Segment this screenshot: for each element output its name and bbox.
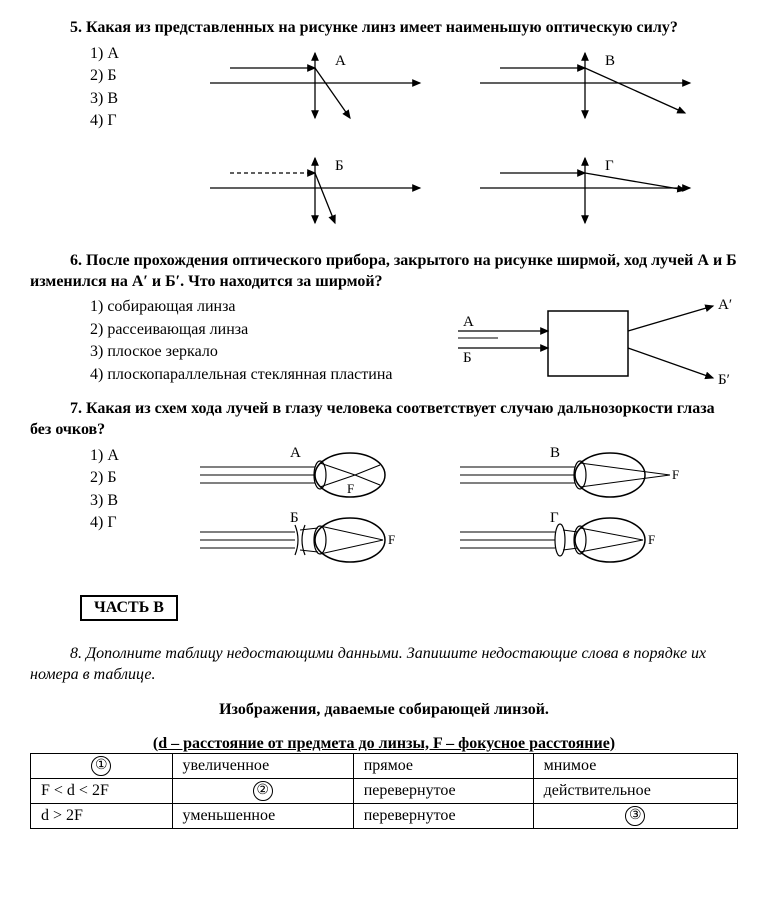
q7-answer-3: 3) В: [90, 490, 190, 512]
q6-text: 6. После прохождения оптического прибора…: [30, 251, 738, 293]
cell: прямое: [353, 753, 533, 778]
table-row: d > 2F уменьшенное перевернутое ③: [31, 803, 738, 828]
label-V7: В: [550, 445, 560, 461]
q5-diagrams: А В Б: [190, 43, 738, 243]
question-6: 6. После прохождения оптического прибора…: [30, 251, 738, 392]
cell: перевернутое: [353, 803, 533, 828]
label-Bp: Б′: [718, 372, 730, 388]
q7-diagrams: А F В: [190, 445, 738, 575]
q6-answers: 1) собирающая линза 2) рассеивающая линз…: [90, 296, 438, 386]
cell: действительное: [533, 778, 737, 803]
cell: d > 2F: [31, 803, 173, 828]
q7-answer-4: 4) Г: [90, 512, 190, 534]
label-V: В: [605, 53, 615, 69]
label-Ap: А′: [718, 297, 732, 313]
table-row: ① увеличенное прямое мнимое: [31, 753, 738, 778]
q8-table-title: Изображения, даваемые собирающей линзой.: [30, 701, 738, 719]
label-B: Б: [335, 158, 344, 174]
q5-answer-4: 4) Г: [90, 110, 190, 132]
q6-svg: А Б А′ Б′: [438, 296, 738, 391]
q7-answer-1: 1) А: [90, 445, 190, 467]
q6-answer-4: 4) плоскопараллельная стеклянная пластин…: [90, 364, 438, 386]
label-F-B: F: [388, 532, 395, 547]
label-G7: Г: [550, 510, 559, 526]
q7-answers: 1) А 2) Б 3) В 4) Г: [90, 445, 190, 535]
q8-text: 8. Дополните таблицу недостающими данным…: [30, 644, 738, 686]
label-F-V: F: [672, 467, 679, 482]
q5-svg: А В Б: [190, 43, 710, 243]
question-5: 5. Какая из представленных на рисунке ли…: [30, 18, 738, 243]
q5-answer-3: 3) В: [90, 88, 190, 110]
label-A7: А: [290, 445, 301, 461]
q8-table-sub: (d – расстояние от предмета до линзы, F …: [30, 735, 738, 753]
cell: ③: [533, 803, 737, 828]
label-B-in: Б: [463, 350, 472, 366]
question-7: 7. Какая из схем хода лучей в глазу чело…: [30, 399, 738, 575]
cell: мнимое: [533, 753, 737, 778]
cell: ②: [172, 778, 353, 803]
label-F-A: F: [347, 481, 354, 496]
cell: перевернутое: [353, 778, 533, 803]
q6-diagram: А Б А′ Б′: [438, 296, 738, 391]
q6-answer-2: 2) рассеивающая линза: [90, 319, 438, 341]
label-F-G: F: [648, 532, 655, 547]
q5-answer-1: 1) А: [90, 43, 190, 65]
question-8: 8. Дополните таблицу недостающими данным…: [30, 644, 738, 829]
part-b-header: ЧАСТЬ В: [80, 595, 178, 621]
cell: F < d < 2F: [31, 778, 173, 803]
label-G: Г: [605, 158, 614, 174]
q6-answer-3: 3) плоское зеркало: [90, 341, 438, 363]
q7-answer-2: 2) Б: [90, 467, 190, 489]
cell: ①: [31, 753, 173, 778]
q6-answer-1: 1) собирающая линза: [90, 296, 438, 318]
table-row: F < d < 2F ② перевернутое действительное: [31, 778, 738, 803]
label-B7: Б: [290, 510, 299, 526]
q8-table: ① увеличенное прямое мнимое F < d < 2F ②…: [30, 753, 738, 829]
q5-answer-2: 2) Б: [90, 65, 190, 87]
q5-text: 5. Какая из представленных на рисунке ли…: [30, 18, 738, 39]
label-A-in: А: [463, 314, 474, 330]
q7-svg: А F В: [190, 445, 710, 575]
cell: уменьшенное: [172, 803, 353, 828]
label-A: А: [335, 53, 346, 69]
cell: увеличенное: [172, 753, 353, 778]
q5-answers: 1) А 2) Б 3) В 4) Г: [90, 43, 190, 133]
q7-text: 7. Какая из схем хода лучей в глазу чело…: [30, 399, 738, 441]
